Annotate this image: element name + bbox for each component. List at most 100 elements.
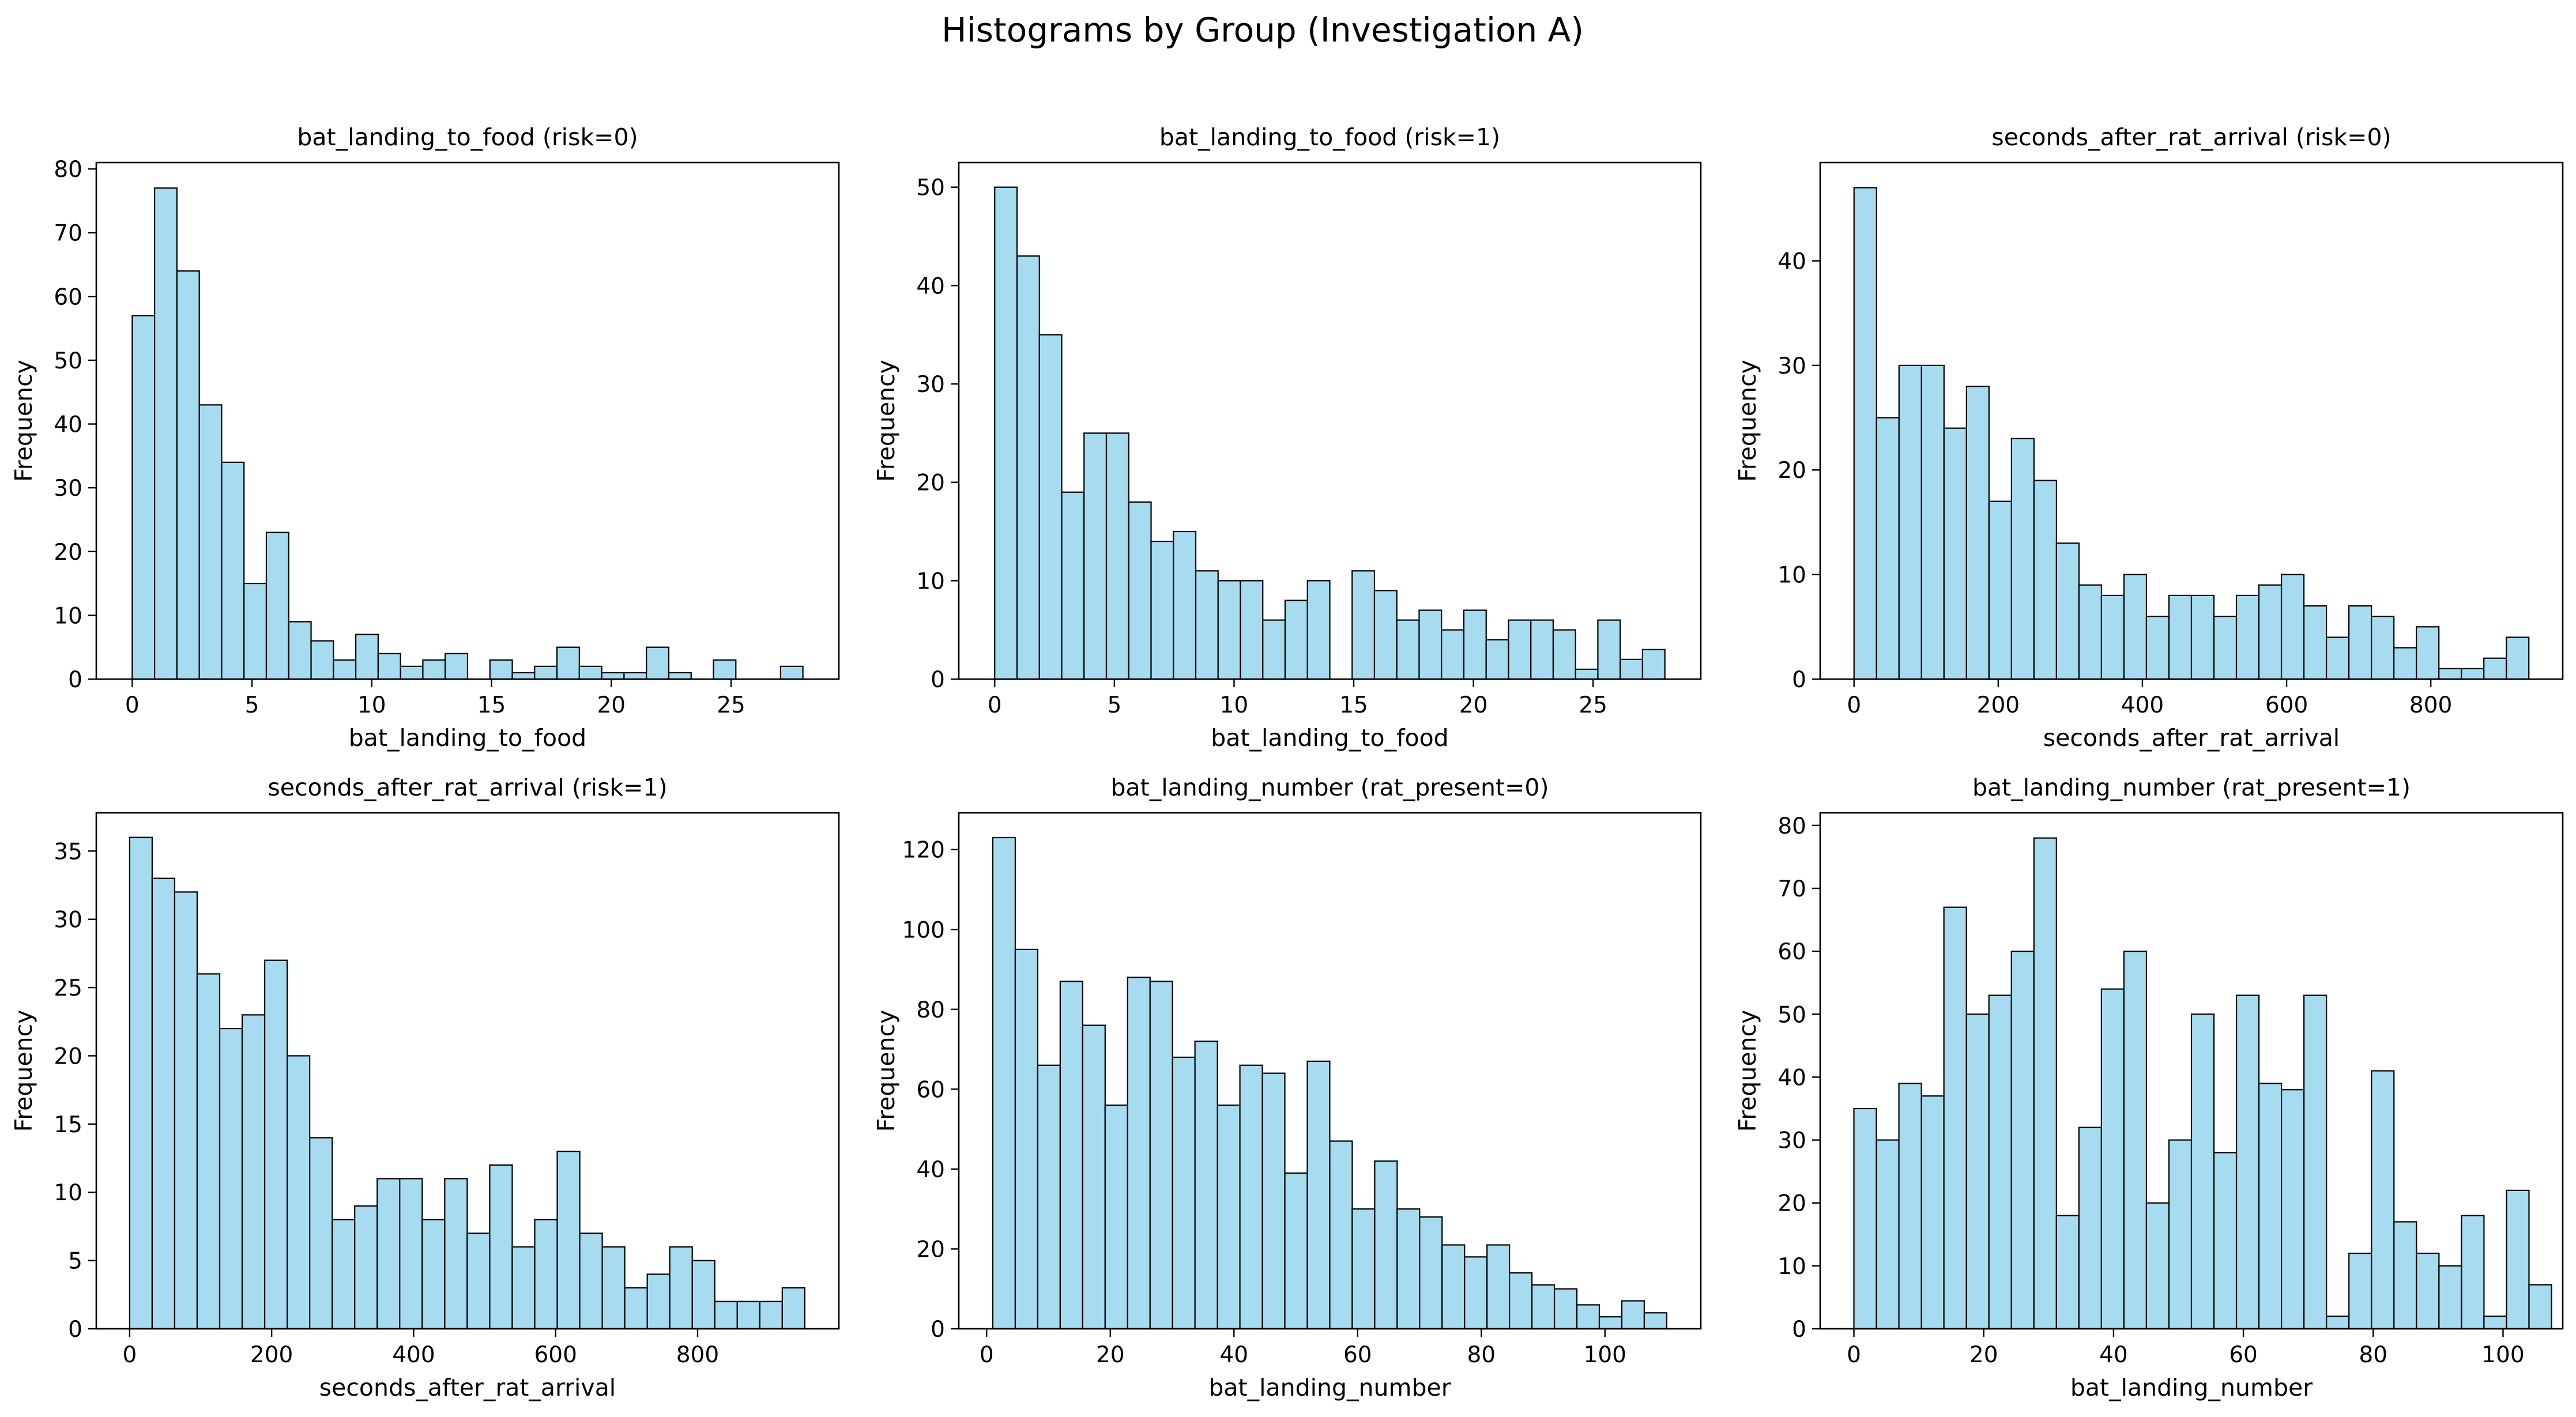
x-axis-label: bat_landing_number — [1208, 1374, 1451, 1401]
histogram-bar — [1530, 619, 1554, 680]
histogram-bar — [2483, 1316, 2507, 1330]
histogram-bar — [287, 1055, 311, 1330]
histogram-bar — [534, 665, 558, 680]
x-axis-label: bat_landing_to_food — [349, 724, 586, 752]
y-tick-label: 15 — [54, 1112, 82, 1138]
y-axis-label: Frequency — [872, 1010, 900, 1132]
histogram-bar — [1965, 386, 1990, 680]
histogram-bar — [1576, 1304, 1600, 1330]
histogram-bar — [1553, 1288, 1578, 1330]
y-tick-label: 0 — [1792, 667, 1806, 693]
histogram-bar — [2348, 1252, 2372, 1330]
y-tick-label: 60 — [54, 284, 82, 310]
histogram-bar — [534, 1219, 558, 1330]
histogram-bar — [1016, 255, 1040, 680]
y-axis-label: Frequency — [1734, 360, 1761, 482]
histogram-bar — [1508, 619, 1532, 680]
figure-title: Histograms by Group (Investigation A) — [941, 10, 1584, 50]
axes-frame — [95, 161, 840, 680]
histogram-bar — [265, 532, 289, 680]
histogram-bar — [421, 1219, 446, 1330]
histogram-bar — [2506, 1189, 2530, 1330]
histogram-bar — [2325, 636, 2350, 680]
histogram-bar — [2055, 542, 2080, 680]
y-tick-label: 0 — [68, 1317, 82, 1343]
histogram-bar — [2123, 951, 2148, 1330]
y-tick-label: 0 — [1792, 1317, 1806, 1343]
y-tick-label: 40 — [1777, 1065, 1806, 1091]
y-tick-label: 0 — [68, 667, 82, 693]
histogram-bar — [2281, 1089, 2305, 1330]
histogram-bar — [2483, 657, 2507, 680]
histogram-bar — [198, 404, 223, 680]
histogram-bar — [332, 1219, 356, 1330]
histogram-bar — [196, 973, 221, 1330]
histogram-bar — [1464, 1256, 1488, 1330]
histogram-bar — [1531, 1284, 1556, 1330]
x-tick-label: 600 — [534, 1342, 577, 1368]
histogram-bar — [1920, 364, 1945, 680]
histogram-bar — [1351, 570, 1376, 680]
histogram-bar — [1038, 334, 1063, 680]
y-tick-label: 30 — [54, 907, 82, 933]
histogram-bar — [1598, 1316, 1623, 1330]
histogram-bar — [601, 1246, 626, 1330]
x-tick-label: 0 — [122, 1342, 137, 1368]
y-tick-label: 40 — [1777, 248, 1806, 274]
y-tick-label: 50 — [1777, 1002, 1806, 1028]
histogram-bar — [355, 634, 379, 680]
x-tick-label: 25 — [717, 692, 745, 718]
histogram-bar — [1217, 1104, 1241, 1330]
x-axis-label: seconds_after_rat_arrival — [319, 1374, 616, 1401]
histogram-bar — [1329, 1140, 1353, 1330]
y-tick-label: 20 — [54, 540, 82, 566]
axes-frame — [1819, 161, 2564, 680]
histogram-bar — [2190, 594, 2215, 680]
histogram-bar — [2438, 1265, 2462, 1330]
x-tick-label: 5 — [1107, 692, 1121, 718]
histogram-bar — [129, 836, 153, 1330]
x-tick-label: 100 — [2481, 1342, 2524, 1368]
y-tick-label: 40 — [916, 273, 945, 299]
histogram-bar — [1172, 1056, 1196, 1330]
y-axis-label: Frequency — [872, 360, 900, 482]
y-tick-label: 20 — [916, 470, 945, 496]
y-tick-label: 120 — [902, 838, 945, 864]
x-tick-label: 60 — [2229, 1342, 2258, 1368]
histogram-bar — [556, 1151, 581, 1330]
histogram-bar — [2416, 1252, 2440, 1330]
x-tick-label: 20 — [1969, 1342, 1998, 1368]
histogram-bar — [354, 1205, 378, 1330]
y-tick-label: 70 — [1777, 876, 1806, 902]
histogram-bar — [578, 665, 602, 680]
x-tick-label: 20 — [1096, 1342, 1125, 1368]
histogram-bar — [713, 659, 737, 680]
y-tick-label: 0 — [931, 1317, 945, 1343]
histogram-bar — [2258, 1083, 2283, 1330]
histogram-bar — [1014, 948, 1039, 1330]
histogram-bar — [2348, 605, 2372, 680]
y-tick-label: 80 — [1777, 813, 1806, 839]
y-tick-label: 30 — [1777, 1128, 1806, 1154]
histogram-bar — [2506, 636, 2530, 680]
histogram-bar — [2258, 584, 2283, 680]
x-axis-label: bat_landing_number — [2070, 1374, 2313, 1401]
y-tick-label: 30 — [1777, 353, 1806, 379]
histogram-bar — [1486, 1244, 1511, 1330]
histogram-bar — [489, 1164, 513, 1330]
histogram-bar — [2123, 574, 2148, 680]
y-axis-label: Frequency — [1734, 1010, 1761, 1132]
y-tick-label: 60 — [1777, 939, 1806, 965]
y-tick-label: 80 — [916, 997, 945, 1023]
histogram-bar — [1441, 1244, 1466, 1330]
histogram-bar — [2055, 1215, 2080, 1330]
histogram-bar — [624, 1287, 648, 1330]
histogram-bar — [1082, 1024, 1106, 1330]
subplot-5: 0 20 40 60 80 100 0 20 40 60 80 100 120 bat_landing_n… — [872, 774, 1702, 1401]
y-tick-label: 40 — [54, 412, 82, 438]
histogram-bar — [2280, 574, 2305, 680]
x-tick-label: 0 — [1847, 692, 1861, 718]
y-tick-label: 50 — [916, 175, 945, 201]
histogram-bar — [781, 1287, 805, 1330]
histogram-bar — [1217, 580, 1241, 680]
